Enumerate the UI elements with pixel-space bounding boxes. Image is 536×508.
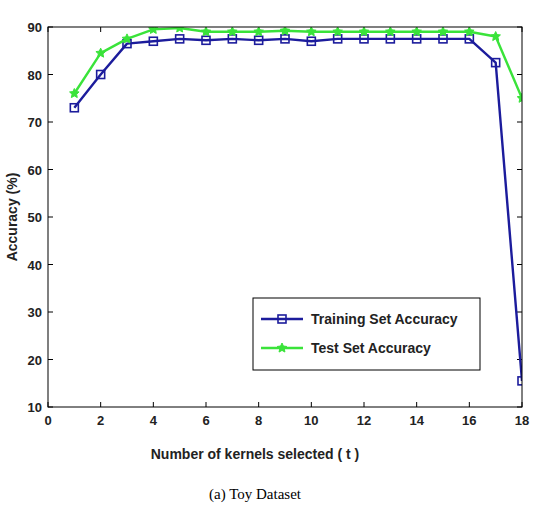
chart: 0 2 4 6 8 10 12 14 16 18 10 20 30 40 50 60 70 80 90 Number … bbox=[0, 0, 536, 508]
y-tick-label: 30 bbox=[28, 305, 42, 320]
y-tick-label: 80 bbox=[28, 68, 42, 83]
y-tick-label: 50 bbox=[28, 210, 42, 225]
y-tick bbox=[48, 312, 53, 313]
legend: Training Set Accuracy Test Set Accuracy bbox=[253, 298, 480, 370]
x-tick bbox=[153, 402, 154, 407]
y-tick bbox=[48, 74, 53, 75]
marker bbox=[202, 36, 210, 44]
x-tick bbox=[364, 402, 365, 407]
x-tick bbox=[206, 402, 207, 407]
marker bbox=[307, 27, 317, 36]
marker bbox=[255, 36, 263, 44]
x-tick bbox=[258, 402, 259, 407]
x-tick-label: 6 bbox=[202, 413, 209, 428]
y-tick-label: 90 bbox=[28, 20, 42, 35]
plot-frame bbox=[48, 27, 522, 407]
marker bbox=[175, 27, 185, 32]
marker bbox=[492, 59, 500, 67]
x-tick bbox=[469, 402, 470, 407]
data-group bbox=[70, 27, 522, 385]
marker bbox=[412, 27, 422, 36]
y-tick-right bbox=[517, 217, 522, 218]
y-tick bbox=[48, 217, 53, 218]
marker bbox=[465, 27, 475, 36]
x-tick-label: 14 bbox=[409, 413, 424, 428]
y-tick-right bbox=[517, 264, 522, 265]
y-tick-right bbox=[517, 74, 522, 75]
marker bbox=[307, 37, 315, 45]
y-tick-right bbox=[517, 312, 522, 313]
plot-area bbox=[48, 27, 522, 407]
marker bbox=[122, 34, 132, 43]
x-tick-label: 2 bbox=[97, 413, 104, 428]
marker bbox=[438, 27, 448, 36]
marker bbox=[517, 93, 522, 102]
marker bbox=[70, 104, 78, 112]
marker bbox=[280, 27, 290, 35]
legend-swatch bbox=[261, 318, 303, 320]
x-tick-label: 8 bbox=[255, 413, 262, 428]
marker bbox=[228, 27, 238, 36]
y-tick-label: 60 bbox=[28, 163, 42, 178]
y-tick-label: 70 bbox=[28, 115, 42, 130]
y-tick bbox=[48, 122, 53, 123]
x-tick-label: 10 bbox=[304, 413, 318, 428]
x-axis-label: Number of kernels selected ( t ) bbox=[151, 446, 360, 462]
legend-box bbox=[253, 298, 480, 370]
marker bbox=[97, 71, 105, 79]
marker bbox=[201, 27, 211, 36]
x-tick-label: 12 bbox=[357, 413, 371, 428]
marker bbox=[491, 32, 501, 41]
marker bbox=[281, 35, 289, 43]
legend-label: Test Set Accuracy bbox=[311, 340, 431, 356]
x-tick-label: 18 bbox=[515, 413, 529, 428]
y-tick-right bbox=[517, 169, 522, 170]
x-tick-label: 16 bbox=[462, 413, 476, 428]
y-tick-label: 20 bbox=[28, 353, 42, 368]
legend-marker bbox=[278, 315, 286, 323]
y-tick-label: 40 bbox=[28, 258, 42, 273]
legend-marker bbox=[277, 343, 287, 352]
marker bbox=[518, 377, 522, 385]
marker bbox=[333, 27, 343, 36]
caption: (a) Toy Dataset bbox=[209, 486, 302, 503]
series-line bbox=[74, 39, 522, 381]
marker bbox=[149, 37, 157, 45]
series-line bbox=[74, 28, 522, 98]
y-tick bbox=[48, 169, 53, 170]
marker bbox=[254, 27, 264, 36]
y-axis-label: Accuracy (%) bbox=[4, 173, 20, 262]
marker bbox=[96, 48, 106, 57]
x-tick bbox=[311, 402, 312, 407]
marker bbox=[70, 89, 80, 98]
y-tick-label: 10 bbox=[28, 400, 42, 415]
x-tick-label: 0 bbox=[44, 413, 51, 428]
marker bbox=[359, 27, 369, 36]
x-tick bbox=[100, 402, 101, 407]
y-tick bbox=[48, 264, 53, 265]
y-tick-right bbox=[517, 122, 522, 123]
x-tick bbox=[416, 402, 417, 407]
legend-label: Training Set Accuracy bbox=[311, 311, 458, 327]
marker bbox=[386, 27, 396, 36]
y-tick bbox=[48, 359, 53, 360]
x-tick-top bbox=[100, 27, 101, 32]
marker bbox=[149, 27, 159, 33]
marker bbox=[176, 35, 184, 43]
x-tick-label: 4 bbox=[150, 413, 158, 428]
